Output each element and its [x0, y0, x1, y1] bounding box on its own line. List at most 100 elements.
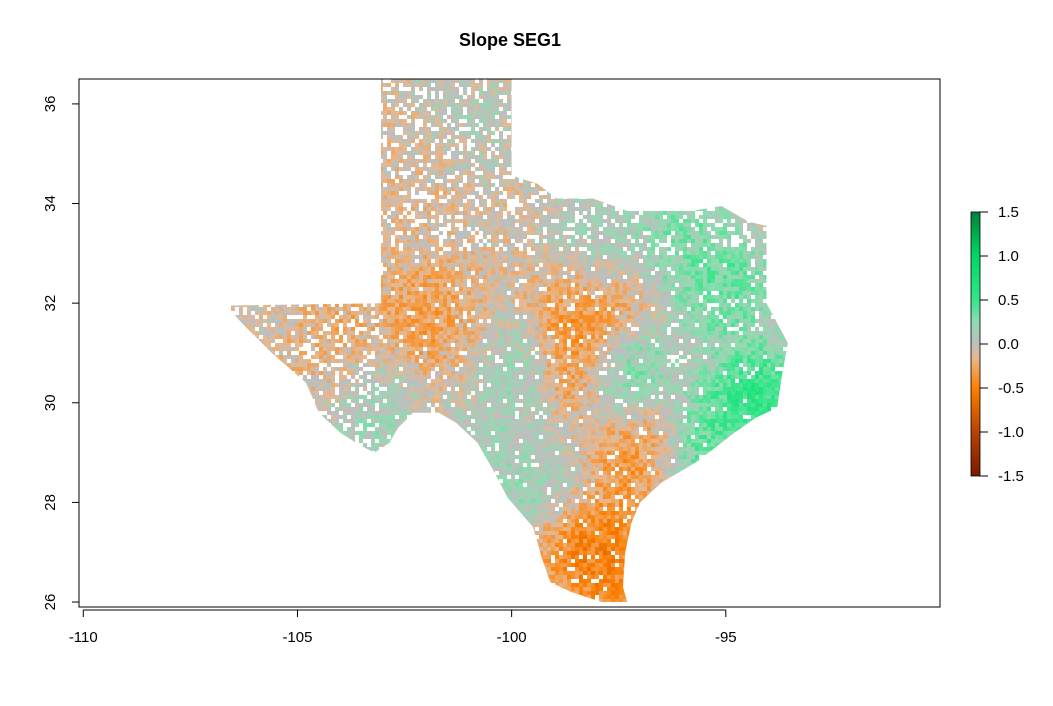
raster-cell [235, 103, 239, 107]
raster-cell [239, 91, 243, 95]
raster-cell [791, 191, 795, 195]
raster-cell [743, 163, 747, 167]
raster-cell [507, 151, 511, 155]
raster-cell [267, 243, 271, 247]
raster-cell [595, 119, 599, 123]
raster-cell [487, 79, 491, 83]
raster-cell [783, 143, 787, 147]
raster-cell [327, 203, 331, 207]
raster-cell [599, 199, 603, 203]
raster-cell [555, 175, 559, 179]
raster-cell [423, 159, 427, 163]
raster-cell [403, 131, 407, 135]
raster-cell [663, 151, 667, 155]
raster-cell [479, 179, 483, 183]
raster-cell [663, 239, 667, 243]
raster-cell [439, 175, 443, 179]
raster-cell [443, 151, 447, 155]
raster-cell [463, 191, 467, 195]
raster-cell [567, 83, 571, 87]
raster-cell [363, 131, 367, 135]
raster-cell [623, 215, 627, 219]
raster-cell [619, 227, 623, 231]
raster-cell [335, 183, 339, 187]
raster-cell [675, 199, 679, 203]
raster-cell [439, 171, 443, 175]
raster-cell [663, 123, 667, 127]
raster-cell [475, 223, 479, 227]
raster-cell [447, 239, 451, 243]
raster-cell [759, 87, 763, 91]
raster-cell [471, 207, 475, 211]
raster-cell [499, 183, 503, 187]
raster-cell [663, 247, 667, 251]
raster-cell [307, 251, 311, 255]
raster-cell [291, 167, 295, 171]
raster-cell [599, 195, 603, 199]
raster-cell [351, 183, 355, 187]
raster-cell [783, 147, 787, 151]
raster-cell [703, 171, 707, 175]
raster-cell [571, 111, 575, 115]
raster-cell [299, 131, 303, 135]
raster-cell [487, 119, 491, 123]
raster-cell [603, 167, 607, 171]
raster-cell [667, 159, 671, 163]
raster-cell [247, 151, 251, 155]
raster-cell [299, 215, 303, 219]
raster-cell [459, 163, 463, 167]
raster-cell [451, 203, 455, 207]
raster-cell [779, 107, 783, 111]
raster-cell [263, 119, 267, 123]
raster-cell [523, 171, 527, 175]
raster-cell [307, 143, 311, 147]
raster-cell [311, 231, 315, 235]
raster-cell [547, 151, 551, 155]
raster-cell [539, 107, 543, 111]
raster-cell [775, 231, 779, 235]
raster-cell [655, 83, 659, 87]
raster-cell [759, 163, 763, 167]
raster-cell [523, 107, 527, 111]
raster-cell [487, 83, 491, 87]
raster-cell [219, 103, 223, 107]
raster-cell [275, 103, 279, 107]
raster-cell [755, 235, 759, 239]
raster-cell [647, 167, 651, 171]
raster-cell [339, 151, 343, 155]
raster-cell [303, 215, 307, 219]
raster-cell [587, 135, 591, 139]
raster-cell [587, 215, 591, 219]
raster-cell [283, 223, 287, 227]
raster-cell [299, 203, 303, 207]
raster-cell [295, 131, 299, 135]
raster-cell [639, 215, 643, 219]
raster-cell [375, 115, 379, 119]
raster-cell [587, 183, 591, 187]
raster-cell [755, 79, 759, 83]
raster-cell [527, 167, 531, 171]
raster-cell [647, 151, 651, 155]
raster-cell [651, 151, 655, 155]
raster-cell [571, 151, 575, 155]
raster-cell [427, 231, 431, 235]
raster-cell [575, 243, 579, 247]
raster-cell [335, 147, 339, 151]
raster-cell [639, 119, 643, 123]
raster-cell [775, 131, 779, 135]
raster-cell [275, 107, 279, 111]
raster-cell [667, 211, 671, 215]
raster-cell [355, 103, 359, 107]
raster-cell [663, 203, 667, 207]
raster-cell [791, 187, 795, 191]
raster-cell [555, 211, 559, 215]
raster-cell [243, 131, 247, 135]
raster-cell [279, 79, 283, 83]
raster-cell [771, 239, 775, 243]
raster-cell [275, 203, 279, 207]
raster-cell [219, 163, 223, 167]
raster-cell [231, 119, 235, 123]
raster-cell [375, 231, 379, 235]
raster-cell [619, 151, 623, 155]
raster-cell [391, 167, 395, 171]
